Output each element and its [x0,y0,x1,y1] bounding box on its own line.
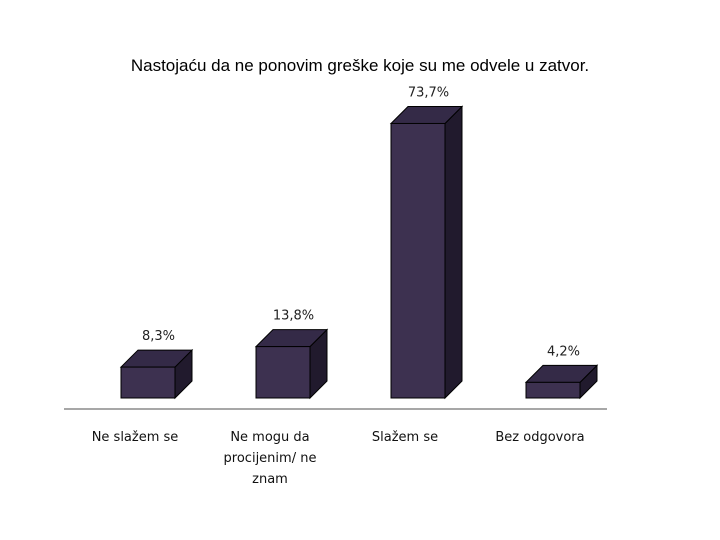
bars-group: 8,3% 13,8% 73,7% 4,2% [119,85,599,400]
bar-2 [254,328,329,400]
bar-front-face [255,346,311,399]
category-label-2-line-2: procijenim/ ne [224,451,317,466]
data-label-4: 4,2% [547,344,580,359]
data-label-2: 13,8% [273,309,314,324]
bar-4 [524,364,599,400]
chart-title: Nastojaću da ne ponovim greške koje su m… [130,56,590,75]
bar-front-face [390,122,446,399]
category-label-1-line-1: Ne slažem se [92,430,179,445]
bar-1 [119,348,194,400]
bar-front-face [120,366,176,399]
category-label-3-line-1: Slažem se [372,430,438,445]
bar-side-face [444,105,463,400]
data-label-1: 8,3% [142,329,175,344]
bar-front-face [525,381,581,399]
category-label-2-line-3: znam [252,472,288,487]
category-label-4-line-1: Bez odgovora [495,430,584,445]
data-label-3: 73,7% [408,85,449,100]
category-labels-group: Ne slažem se Ne mogu da procijenim/ ne znam… [92,430,585,487]
bar-3 [389,105,464,400]
category-label-2-line-1: Ne mogu da [230,430,309,445]
